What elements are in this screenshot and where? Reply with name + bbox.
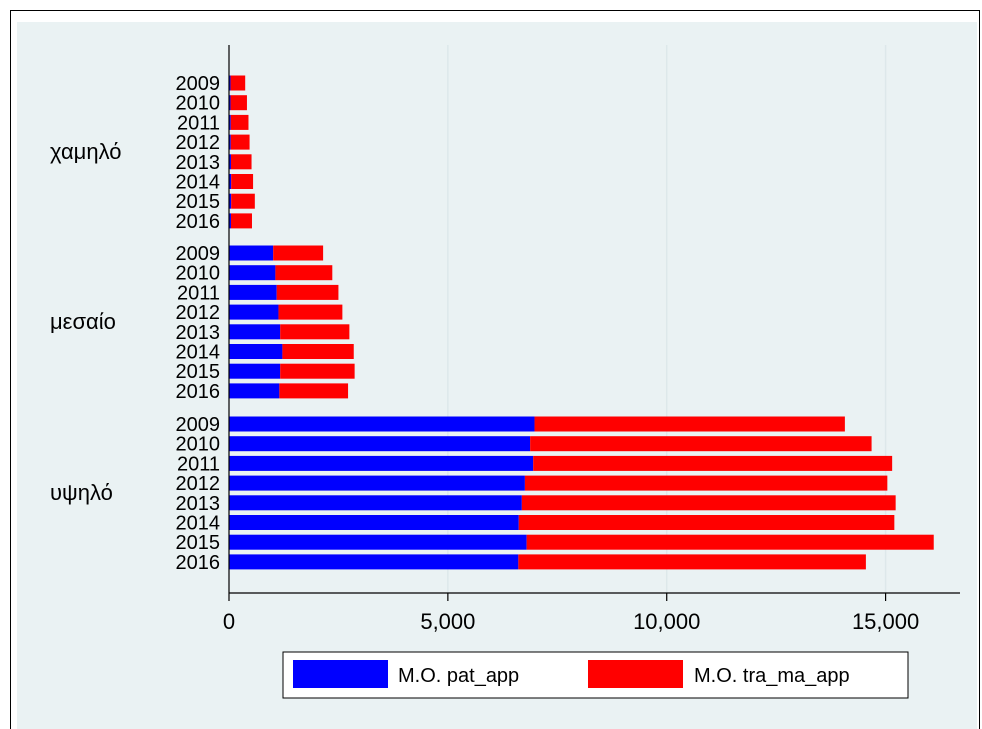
group-label-mid: μεσαίο [50,309,116,334]
axes: 0 5,000 10,000 15,000 [223,45,960,634]
bar-pat-app-high-2010 [229,436,531,452]
plot-background [17,22,977,729]
bar-pat-app-low-2010 [229,95,231,111]
bar-pat-app-mid-2014 [229,344,283,359]
bar-pat-app-low-2011 [229,114,231,130]
bar-tra-ma-app-high-2015 [526,534,934,550]
year-label-high-2010: 2010 [176,434,221,456]
bar-pat-app-mid-2011 [229,284,277,300]
bars [229,75,934,570]
year-label-mid-2014: 2014 [176,342,221,364]
bar-tra-ma-app-low-2013 [230,154,252,170]
x-tick-label-2: 10,000 [633,609,700,634]
bar-pat-app-mid-2015 [229,363,281,379]
bar-pat-app-mid-2012 [229,304,279,320]
bar-tra-ma-app-low-2015 [231,193,255,209]
bar-tra-ma-app-low-2009 [230,75,246,91]
year-label-low-2013: 2013 [176,152,221,174]
year-label-mid-2011: 2011 [177,282,220,304]
bar-tra-ma-app-low-2016 [230,213,252,229]
bar-pat-app-low-2013 [229,154,231,170]
bar-tra-ma-app-mid-2016 [279,383,349,399]
bar-tra-ma-app-low-2010 [230,95,247,111]
bar-pat-app-high-2009 [229,416,535,432]
bar-pat-app-high-2012 [229,475,525,491]
legend-swatch-pat-app [293,660,388,688]
bar-pat-app-high-2016 [229,554,519,570]
grid-lines [447,45,887,593]
year-label-high-2016: 2016 [176,552,221,574]
year-label-high-2013: 2013 [176,493,221,515]
bar-pat-app-low-2012 [229,134,231,150]
year-label-high-2015: 2015 [176,532,221,554]
bar-pat-app-mid-2016 [229,383,280,399]
bar-tra-ma-app-high-2009 [534,416,845,432]
bar-pat-app-high-2013 [229,495,522,511]
bar-tra-ma-app-mid-2015 [280,363,355,379]
year-label-high-2009: 2009 [176,414,221,436]
year-label-low-2014: 2014 [176,172,221,194]
bar-tra-ma-app-mid-2012 [278,304,343,320]
bar-tra-ma-app-high-2012 [524,475,888,491]
year-label-mid-2012: 2012 [176,302,221,324]
bar-tra-ma-app-mid-2013 [280,324,350,340]
bar-pat-app-high-2011 [229,455,534,471]
bar-tra-ma-app-low-2011 [230,114,249,130]
bar-pat-app-mid-2013 [229,324,281,340]
bar-tra-ma-app-mid-2009 [273,245,324,261]
bar-tra-ma-app-low-2014 [231,174,254,189]
year-label-high-2014: 2014 [176,513,221,535]
year-label-low-2011: 2011 [177,112,220,134]
x-tick-label-1: 5,000 [420,609,475,634]
group-label-high: υψηλό [50,480,113,505]
bar-tra-ma-app-high-2010 [530,436,872,452]
bar-tra-ma-app-high-2013 [521,495,896,511]
bar-pat-app-mid-2009 [229,245,274,261]
x-tick-label-0: 0 [223,609,235,634]
x-tick-label-3: 15,000 [852,609,919,634]
year-label-mid-2009: 2009 [176,243,221,265]
legend-label-tra-ma-app: M.O. tra_ma_app [694,665,850,687]
labels: 20092010201120122013201420152016χαμηλό20… [50,73,220,574]
year-label-mid-2013: 2013 [176,322,221,344]
year-label-mid-2010: 2010 [176,263,221,285]
bar-pat-app-low-2016 [229,213,231,229]
year-label-low-2012: 2012 [176,132,221,154]
year-label-low-2015: 2015 [176,191,221,213]
year-label-high-2011: 2011 [177,453,220,475]
bar-pat-app-high-2014 [229,515,519,530]
bar-tra-ma-app-mid-2011 [276,284,339,300]
bar-tra-ma-app-high-2011 [533,455,893,471]
legend: M.O. pat_app M.O. tra_ma_app [282,651,909,699]
bar-pat-app-mid-2010 [229,265,276,281]
bar-pat-app-high-2015 [229,534,527,550]
year-label-mid-2016: 2016 [176,381,221,403]
bar-pat-app-low-2014 [229,174,232,189]
year-label-high-2012: 2012 [176,473,221,495]
group-label-low: χαμηλό [50,139,122,164]
legend-label-pat-app: M.O. pat_app [398,665,519,687]
bar-tra-ma-app-mid-2014 [282,344,354,359]
year-label-low-2009: 2009 [176,73,221,95]
bar-tra-ma-app-low-2012 [230,134,250,150]
year-label-mid-2015: 2015 [176,361,221,383]
year-label-low-2010: 2010 [176,93,221,115]
bar-pat-app-low-2015 [229,193,232,209]
bar-tra-ma-app-high-2016 [518,554,866,570]
legend-swatch-tra-ma-app [588,660,683,688]
bar-tra-ma-app-mid-2010 [275,265,333,281]
year-label-low-2016: 2016 [176,211,221,233]
bar-pat-app-low-2009 [229,75,231,91]
bar-tra-ma-app-high-2014 [518,515,895,530]
